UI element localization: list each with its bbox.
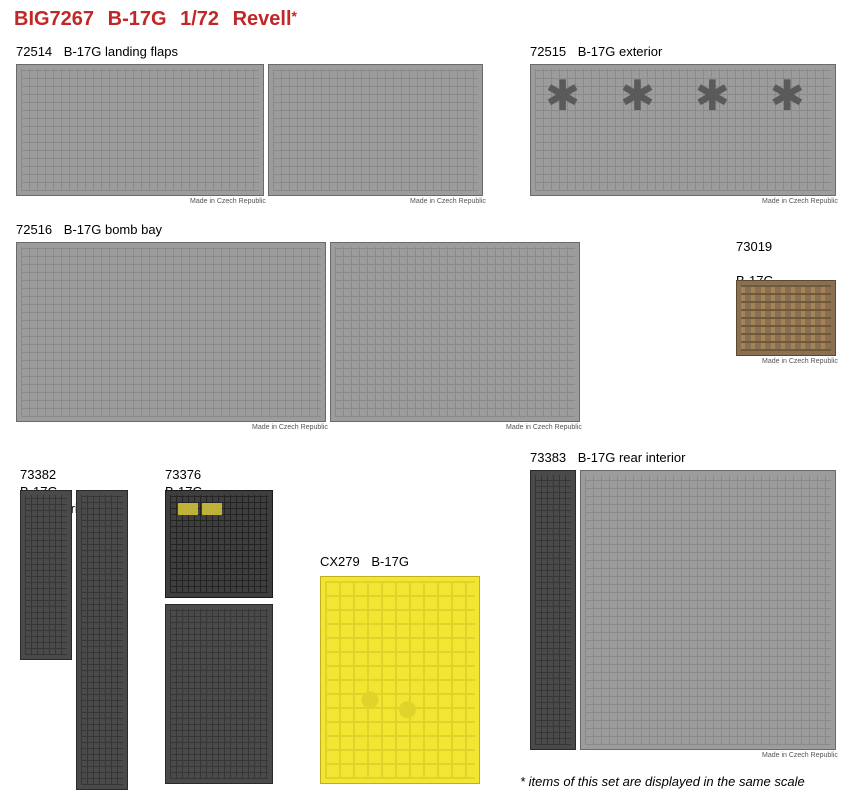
- made-in-label: Made in Czech Republic: [252, 424, 328, 431]
- item-code: 73382: [20, 467, 56, 482]
- panel-rear-interior-1: [530, 470, 576, 750]
- panel-front-interior-2: [76, 490, 128, 790]
- set-scale: 1/72: [180, 8, 219, 30]
- set-manufacturer: Revell: [233, 8, 292, 30]
- item-label-rear-interior: 73383 B-17G rear interior: [530, 450, 685, 467]
- item-code: 73376: [165, 467, 201, 482]
- item-label-bombbay: 72516 B-17G bomb bay: [16, 222, 162, 239]
- item-label-exterior: 72515 B-17G exterior: [530, 44, 662, 61]
- item-label-flaps: 72514 B-17G landing flaps: [16, 44, 178, 61]
- item-code: 73019: [736, 239, 772, 254]
- item-name: B-17G: [371, 554, 409, 569]
- panel-mask: [320, 576, 480, 784]
- page-title: BIG7267 B-17G 1/72 Revell*: [14, 8, 297, 31]
- item-name: B-17G exterior: [578, 44, 663, 59]
- made-in-label: Made in Czech Republic: [762, 358, 838, 365]
- panel-interior-sa-2: [165, 604, 273, 784]
- made-in-label: Made in Czech Republic: [762, 198, 838, 205]
- panel-front-interior-1: [20, 490, 72, 660]
- panel-bombbay-2: [330, 242, 580, 422]
- item-label-mask: CX279 B-17G: [320, 554, 409, 571]
- made-in-label: Made in Czech Republic: [506, 424, 582, 431]
- item-name: B-17G landing flaps: [64, 44, 178, 59]
- item-code: 72516: [16, 222, 52, 237]
- panel-bombbay-1: [16, 242, 326, 422]
- item-code: 72514: [16, 44, 52, 59]
- panel-rear-interior-2: [580, 470, 836, 750]
- panel-seatbelts: [736, 280, 836, 356]
- asterisk: *: [292, 8, 297, 24]
- made-in-label: Made in Czech Republic: [190, 198, 266, 205]
- panel-exterior: [530, 64, 836, 196]
- made-in-label: Made in Czech Republic: [762, 752, 838, 759]
- item-code: 73383: [530, 450, 566, 465]
- item-name: B-17G rear interior: [578, 450, 686, 465]
- item-name: B-17G bomb bay: [64, 222, 162, 237]
- panel-flaps-2: [268, 64, 483, 196]
- item-code: 72515: [530, 44, 566, 59]
- item-code: CX279: [320, 554, 360, 569]
- made-in-label: Made in Czech Republic: [410, 198, 486, 205]
- panel-interior-sa-1: [165, 490, 273, 598]
- set-name: B-17G: [108, 8, 167, 30]
- set-code: BIG7267: [14, 8, 94, 30]
- panel-flaps-1: [16, 64, 264, 196]
- footnote: * items of this set are displayed in the…: [520, 774, 805, 789]
